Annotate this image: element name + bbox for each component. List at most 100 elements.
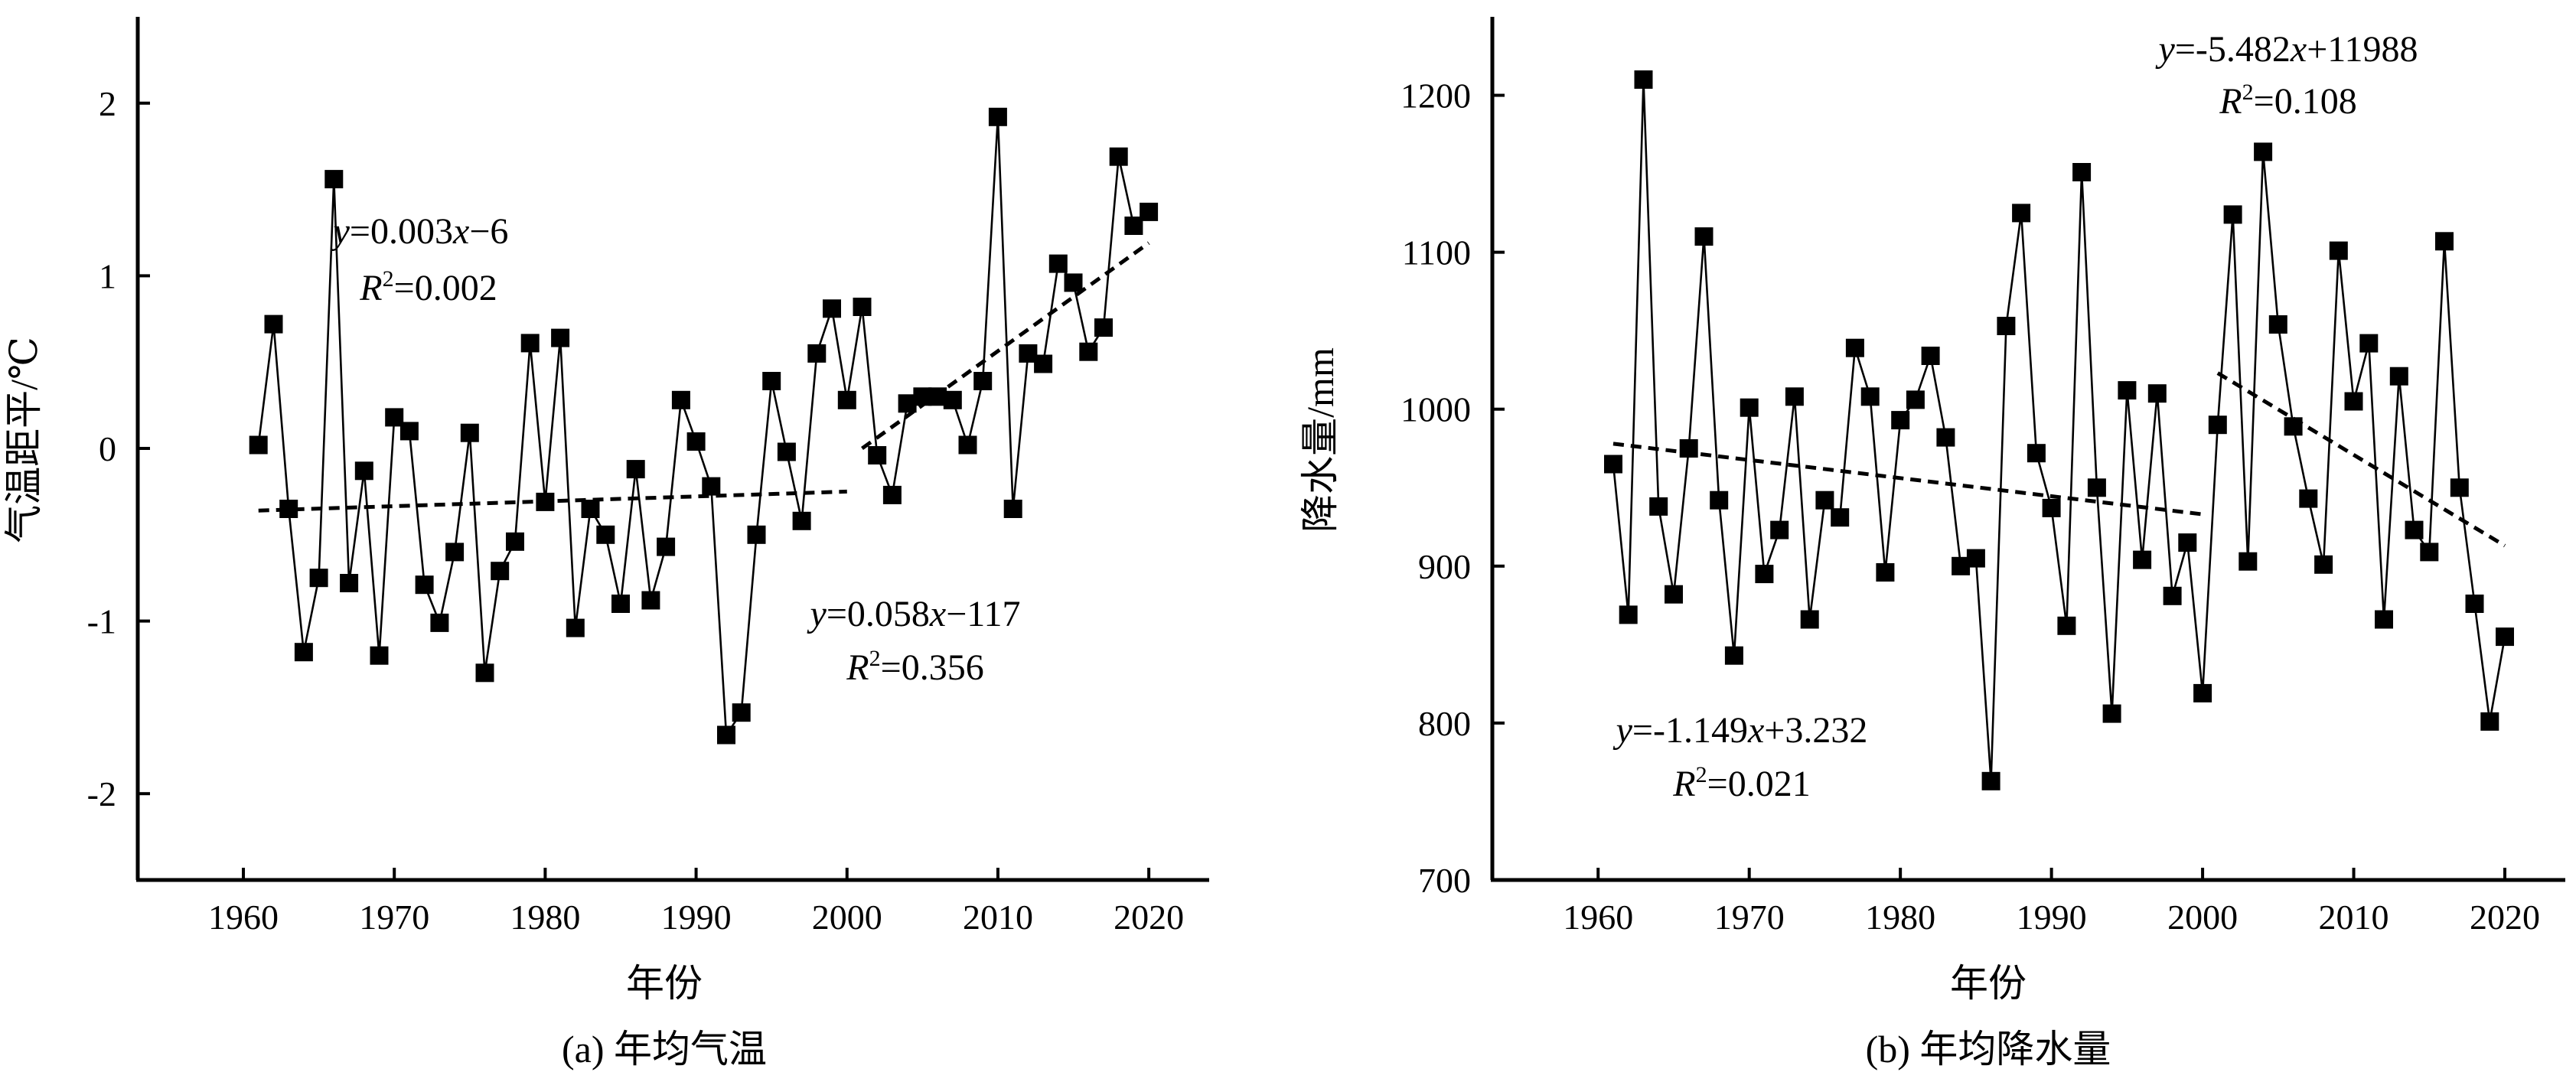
data-point-a-1962 [264, 314, 283, 334]
data-point-a-1991 [702, 477, 721, 496]
data-point-b-2019 [2480, 712, 2499, 731]
data-point-b-2004 [2254, 142, 2273, 161]
data-point-b-1983 [1936, 428, 1955, 447]
data-point-b-1973 [1785, 387, 1804, 406]
data-point-a-2010 [988, 107, 1007, 126]
data-point-b-2007 [2299, 489, 2318, 508]
x-tick-label-a: 1980 [510, 898, 580, 937]
y-tick-label-b: 1200 [1400, 77, 1471, 116]
data-point-b-1991 [2057, 616, 2076, 635]
caption-b: (b) 年均降水量 [1866, 1028, 2111, 1071]
data-point-a-1983 [581, 500, 600, 518]
x-tick-label-a: 2020 [1114, 898, 1184, 937]
data-point-a-1984 [596, 525, 615, 544]
y-tick-label-a: 1 [99, 256, 116, 295]
data-point-b-1988 [2012, 204, 2031, 223]
trend-equation-b-1: y=-1.149x+3.232 [1612, 710, 1868, 751]
data-point-a-1981 [551, 328, 570, 347]
data-point-a-1961 [249, 435, 268, 455]
data-point-a-1966 [324, 170, 344, 189]
data-point-a-1977 [491, 562, 510, 581]
y-tick-label-b: 900 [1418, 547, 1471, 586]
data-point-b-2000 [2193, 683, 2212, 702]
trend-line-a-1 [258, 489, 847, 513]
data-point-a-2008 [958, 435, 977, 455]
trend-r2-a-2: R2=0.356 [846, 646, 983, 688]
data-point-b-1998 [2163, 586, 2182, 605]
data-point-a-1989 [671, 390, 690, 409]
data-point-b-1969 [1724, 646, 1743, 665]
data-point-b-1989 [2027, 444, 2046, 463]
data-point-b-2010 [2344, 392, 2363, 411]
data-point-a-1993 [732, 703, 751, 722]
data-point-b-2009 [2329, 241, 2348, 260]
data-point-a-1990 [686, 432, 706, 451]
data-point-a-1976 [475, 663, 494, 683]
data-point-a-1973 [430, 613, 449, 632]
trend-equation-b-2: y=-5.482x+11988 [2155, 29, 2418, 70]
x-tick-label-b: 1970 [1714, 898, 1785, 937]
x-tick-label-a: 1960 [208, 898, 279, 937]
y-tick-label-b: 800 [1418, 704, 1471, 743]
data-point-b-2020 [2496, 627, 2514, 647]
data-point-a-2020 [1140, 202, 1159, 221]
data-point-a-2000 [837, 390, 856, 409]
trend-equation-a-1: y=0.003x−6 [330, 211, 509, 252]
data-point-b-1979 [1876, 563, 1895, 582]
data-point-a-1972 [415, 575, 434, 595]
data-point-b-2015 [2420, 543, 2439, 562]
x-tick-label-b: 2010 [2319, 898, 2389, 937]
data-point-a-2002 [868, 446, 887, 464]
y-tick-label-b: 700 [1418, 861, 1471, 900]
y-axis-label-b: 降水量/mm [1299, 347, 1342, 533]
data-point-b-1995 [2118, 381, 2137, 400]
x-tick-label-b: 2000 [2167, 898, 2238, 937]
data-point-a-1982 [566, 618, 585, 637]
data-point-a-1992 [717, 725, 735, 745]
data-point-a-1980 [536, 492, 555, 511]
trend-equation-a-2: y=0.058x−117 [807, 594, 1021, 634]
x-tick-label-a: 2010 [963, 898, 1033, 937]
data-point-a-1986 [626, 460, 645, 479]
data-point-b-1974 [1800, 610, 1819, 629]
data-point-b-1963 [1634, 70, 1653, 89]
data-point-b-1977 [1845, 338, 1864, 357]
data-point-a-1968 [354, 461, 373, 481]
data-point-a-1965 [309, 569, 328, 588]
data-point-b-1970 [1740, 398, 1759, 417]
data-point-b-2005 [2268, 315, 2287, 334]
data-point-b-2016 [2435, 232, 2454, 251]
data-point-a-1998 [807, 344, 827, 363]
data-point-a-2018 [1109, 147, 1128, 166]
trend-r2-b-2: R2=0.108 [2219, 80, 2356, 122]
data-point-b-1967 [1694, 227, 1714, 246]
data-point-a-1975 [460, 423, 479, 442]
y-tick-label-b: 1000 [1400, 390, 1471, 429]
data-point-b-1994 [2102, 704, 2121, 723]
data-point-a-1974 [445, 543, 465, 562]
data-point-b-2017 [2450, 478, 2469, 497]
plot-area-b: 1960 1970 1980 1990 2000 2010 2020 700 800 900 100… [1400, 17, 2565, 937]
trend-r2-b-1: R2=0.021 [1672, 762, 1810, 804]
data-point-b-1980 [1891, 411, 1910, 430]
data-point-b-2001 [2208, 416, 2227, 435]
trend-line-b-2 [2216, 371, 2506, 548]
data-point-b-2006 [2284, 417, 2303, 436]
data-point-b-2003 [2239, 552, 2258, 571]
x-tick-label-b: 2020 [2470, 898, 2540, 937]
x-axis-label-b: 年份 [1950, 962, 2027, 1005]
chart-panel-b: 1960 1970 1980 1990 2000 2010 2020 700 800 900 100… [1299, 17, 2565, 1071]
data-point-b-1966 [1679, 439, 1698, 458]
data-point-a-2007 [943, 390, 962, 409]
data-point-b-2014 [2405, 520, 2424, 539]
x-tick-label-a: 1970 [359, 898, 429, 937]
data-point-b-1999 [2178, 533, 2197, 552]
data-point-b-1992 [2072, 163, 2092, 181]
data-point-b-2011 [2359, 334, 2379, 353]
data-point-b-1996 [2133, 550, 2152, 569]
data-point-a-1999 [823, 299, 841, 318]
data-point-a-1969 [370, 646, 389, 665]
data-point-b-1964 [1649, 497, 1668, 516]
x-axis-label-a: 年份 [626, 962, 703, 1005]
data-point-a-1971 [399, 422, 419, 441]
